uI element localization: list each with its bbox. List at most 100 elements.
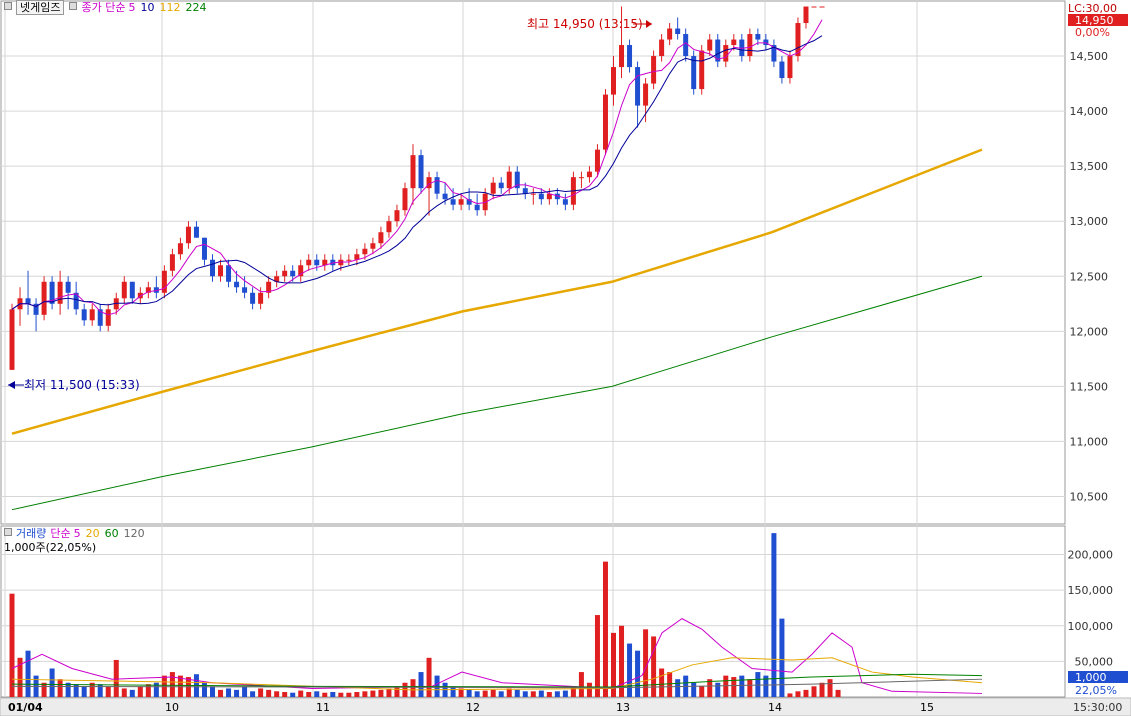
price-ma-10: 10	[140, 1, 155, 14]
volume-bar	[474, 691, 480, 697]
candle-body	[458, 199, 464, 205]
volume-bar	[210, 686, 215, 697]
volume-bar	[73, 684, 79, 697]
x-tick-label: 11	[316, 701, 330, 714]
volume-bar	[707, 679, 713, 697]
volume-bar	[522, 691, 528, 697]
volume-bar	[691, 682, 697, 697]
y-tick-label: 10,500	[1070, 490, 1109, 503]
candle-body	[578, 177, 584, 179]
candle-body	[121, 281, 127, 299]
volume-tick-label: 100,000	[1068, 620, 1114, 633]
candle-body	[218, 265, 224, 277]
volume-bar	[586, 682, 592, 697]
volume-bar	[145, 684, 151, 697]
stock-name[interactable]: 넷게임즈	[16, 0, 65, 15]
candle-body	[185, 226, 191, 244]
volume-unit: 1,000주(22,05%)	[4, 541, 97, 554]
candle-body	[362, 248, 368, 255]
candle-body	[41, 281, 47, 315]
candle-body	[819, 6, 825, 8]
x-tick-label: 10	[165, 701, 179, 714]
volume-tick-label: 150,000	[1068, 584, 1114, 597]
long-moving-averages	[11, 148, 983, 511]
volume-bar	[675, 679, 681, 697]
candle-body	[474, 204, 480, 211]
volume-bar	[514, 689, 520, 697]
candle-body	[651, 56, 657, 84]
candle-body	[691, 56, 697, 90]
candle-body	[779, 61, 785, 79]
volume-bar	[113, 659, 119, 697]
candle-body	[226, 265, 232, 282]
candle-body	[418, 155, 424, 189]
candle-body	[602, 94, 608, 150]
candle-body	[49, 281, 55, 304]
candle-body	[105, 309, 111, 326]
volume-bar	[314, 691, 320, 697]
y-tick-label: 13,500	[1070, 160, 1109, 173]
volume-bar	[715, 682, 721, 697]
candle-body	[514, 171, 520, 189]
candle-body	[370, 243, 376, 249]
short-moving-averages	[11, 19, 823, 316]
candle-body	[530, 193, 536, 195]
price-legend: 넷게임즈 종가 단순 5 10 112 224	[4, 0, 211, 15]
price-ma-5: 5	[128, 1, 136, 14]
candle-body	[787, 56, 793, 79]
candle-body	[354, 254, 360, 260]
volume-bar	[129, 689, 135, 697]
candle-body	[378, 232, 384, 244]
volume-bar	[282, 692, 288, 697]
volume-bar	[266, 689, 272, 697]
candle-body	[498, 182, 504, 189]
candle-body	[145, 287, 151, 293]
price-ma-224: 224	[185, 1, 207, 14]
ma112-line	[11, 148, 983, 435]
volume-bar	[602, 561, 608, 697]
volume-bar	[25, 650, 31, 697]
volume-bar	[450, 686, 456, 697]
candle-body	[755, 34, 761, 40]
volume-bar	[49, 668, 55, 697]
candle-body	[675, 28, 681, 35]
x-tick-label: 14	[768, 701, 782, 714]
price-panel-handle[interactable]	[4, 2, 12, 10]
volume-bar	[370, 690, 376, 697]
candle-body	[193, 226, 199, 238]
candle-body	[683, 34, 689, 57]
volume-ma20-line	[11, 657, 983, 691]
candle-body	[330, 259, 336, 266]
last-volume-label: 1,000	[1075, 671, 1107, 684]
candle-body	[161, 270, 167, 293]
volume-bar	[811, 686, 817, 697]
candle-body	[394, 210, 400, 222]
volume-bar	[538, 690, 544, 697]
candle-body	[611, 67, 616, 95]
candle-body	[723, 45, 729, 62]
volume-ma-5: 5	[73, 527, 81, 540]
volume-bar	[362, 691, 368, 697]
volume-pct-label: 22,05%	[1075, 684, 1117, 697]
y-tick-label: 14,000	[1070, 105, 1109, 118]
volume-panel-handle[interactable]	[4, 528, 12, 536]
volume-bar	[290, 692, 296, 697]
volume-bar	[201, 682, 207, 697]
candle-body	[282, 270, 288, 277]
candle-body	[739, 39, 745, 57]
candle-body	[747, 34, 753, 57]
candle-body	[266, 281, 272, 293]
volume-bar	[546, 692, 552, 697]
volume-bar	[779, 618, 785, 697]
volume-bar	[827, 679, 833, 697]
volume-bar	[258, 688, 264, 697]
ma-settings-handle[interactable]	[69, 2, 78, 10]
candle-body	[322, 259, 328, 266]
volume-bar	[699, 686, 705, 697]
volume-bar	[169, 672, 175, 697]
volume-bar	[819, 682, 825, 697]
volume-bar	[9, 593, 15, 697]
candle-body	[554, 193, 560, 200]
volume-bar	[322, 692, 328, 697]
